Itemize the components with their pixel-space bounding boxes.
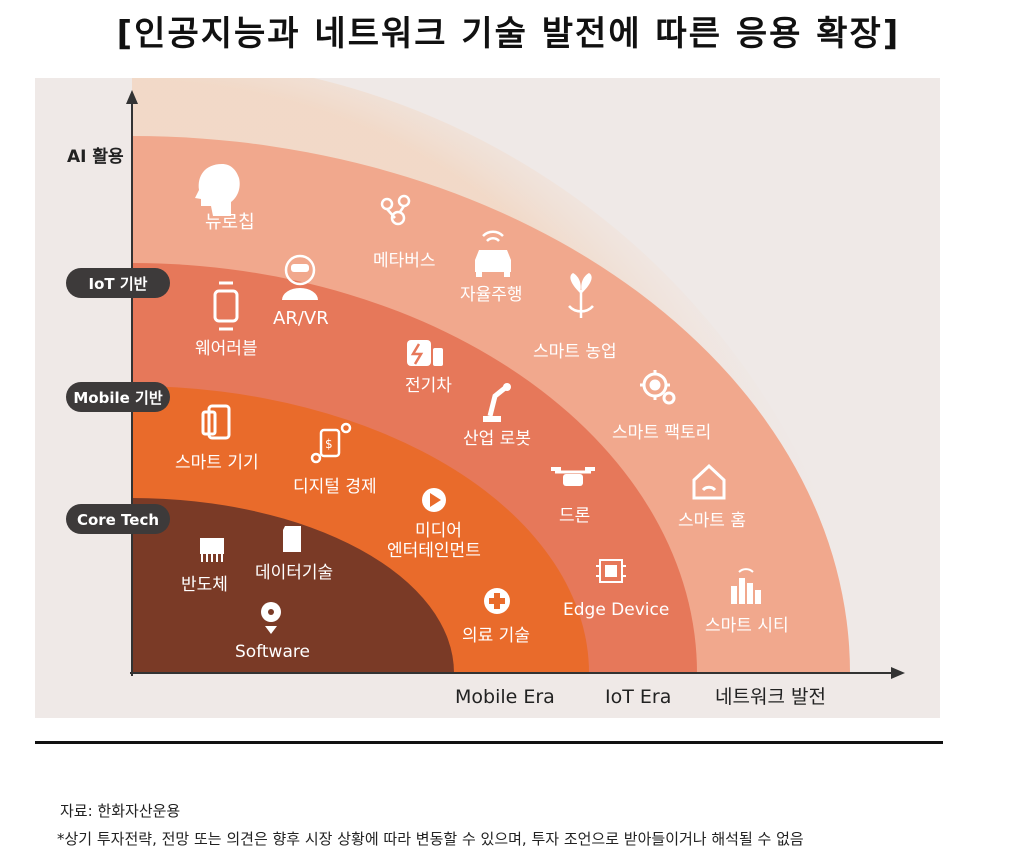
y-axis-label: AI 활용 xyxy=(67,146,124,167)
home-wifi-icon xyxy=(692,463,726,500)
label-smart-factory: 스마트 팩토리 xyxy=(612,423,711,443)
diagram-panel: AI 활용 Mobile Era IoT Era 네트워크 발전 IoT 기반 … xyxy=(35,78,940,718)
gear-icon xyxy=(640,370,676,405)
label-edge-device: Edge Device xyxy=(563,600,669,620)
pill-core: Core Tech xyxy=(66,504,170,534)
label-data-tech: 데이터기술 xyxy=(255,563,333,583)
phone-icon xyxy=(201,404,231,440)
x-axis-arrow-icon xyxy=(891,667,905,679)
city-wifi-icon xyxy=(731,568,761,604)
chip-icon xyxy=(200,538,224,562)
pill-core-label: Core Tech xyxy=(77,511,159,529)
vr-user-icon xyxy=(282,254,318,300)
source-note: 자료: 한화자산운용 xyxy=(60,802,181,820)
label-smart-device: 스마트 기기 xyxy=(175,453,259,473)
head-icon xyxy=(195,164,240,216)
label-ar-vr: AR/VR xyxy=(273,308,329,329)
digital-money-icon: $ xyxy=(310,422,352,464)
car-wifi-icon xyxy=(475,230,511,277)
plant-wifi-icon xyxy=(568,273,594,318)
memory-card-icon xyxy=(283,526,301,552)
software-disc-icon xyxy=(261,602,281,634)
pill-mobile-label: Mobile 기반 xyxy=(73,389,162,407)
robot-arm-icon xyxy=(483,383,511,422)
footer-divider xyxy=(35,741,943,744)
x-label-network: 네트워크 발전 xyxy=(715,686,826,708)
label-digital-economy: 디지털 경제 xyxy=(293,477,377,497)
x-label-mobile-era: Mobile Era xyxy=(455,686,555,708)
y-axis-arrow-icon xyxy=(126,90,138,104)
drone-icon xyxy=(551,467,595,486)
label-ev: 전기차 xyxy=(405,376,452,396)
label-smart-home: 스마트 홈 xyxy=(678,511,746,531)
label-neurochip: 뉴로칩 xyxy=(205,212,255,233)
label-media-2: 엔터테인먼트 xyxy=(387,541,481,561)
label-smart-city: 스마트 시티 xyxy=(705,616,789,636)
metaverse-icon xyxy=(380,194,411,226)
medical-plus-icon xyxy=(484,588,510,614)
play-icon xyxy=(422,488,446,512)
watch-icon xyxy=(213,281,239,331)
pill-mobile: Mobile 기반 xyxy=(66,382,170,412)
label-robot: 산업 로봇 xyxy=(463,429,531,449)
ev-icon xyxy=(407,340,443,366)
label-drone: 드론 xyxy=(559,506,590,526)
label-medical: 의료 기술 xyxy=(462,626,530,646)
label-autonomous: 자율주행 xyxy=(460,285,523,305)
pill-iot-label: IoT 기반 xyxy=(89,275,148,293)
svg-text:$: $ xyxy=(325,437,333,451)
label-software: Software xyxy=(235,642,310,662)
x-label-iot-era: IoT Era xyxy=(605,686,671,708)
disclaimer-note: *상기 투자전략, 전망 또는 의견은 향후 시장 상황에 따라 변동할 수 있… xyxy=(57,830,804,848)
label-smart-farm: 스마트 농업 xyxy=(533,342,617,362)
label-semiconductor: 반도체 xyxy=(181,575,228,595)
expansion-diagram: AI 활용 Mobile Era IoT Era 네트워크 발전 IoT 기반 … xyxy=(66,78,905,708)
label-metaverse: 메타버스 xyxy=(373,251,436,271)
page-title: [인공지능과 네트워크 기술 발전에 따른 응용 확장] xyxy=(116,14,901,54)
processor-icon xyxy=(596,559,626,583)
label-media-1: 미디어 xyxy=(415,521,462,541)
pill-iot: IoT 기반 xyxy=(66,268,170,298)
label-wearable: 웨어러블 xyxy=(195,339,258,359)
